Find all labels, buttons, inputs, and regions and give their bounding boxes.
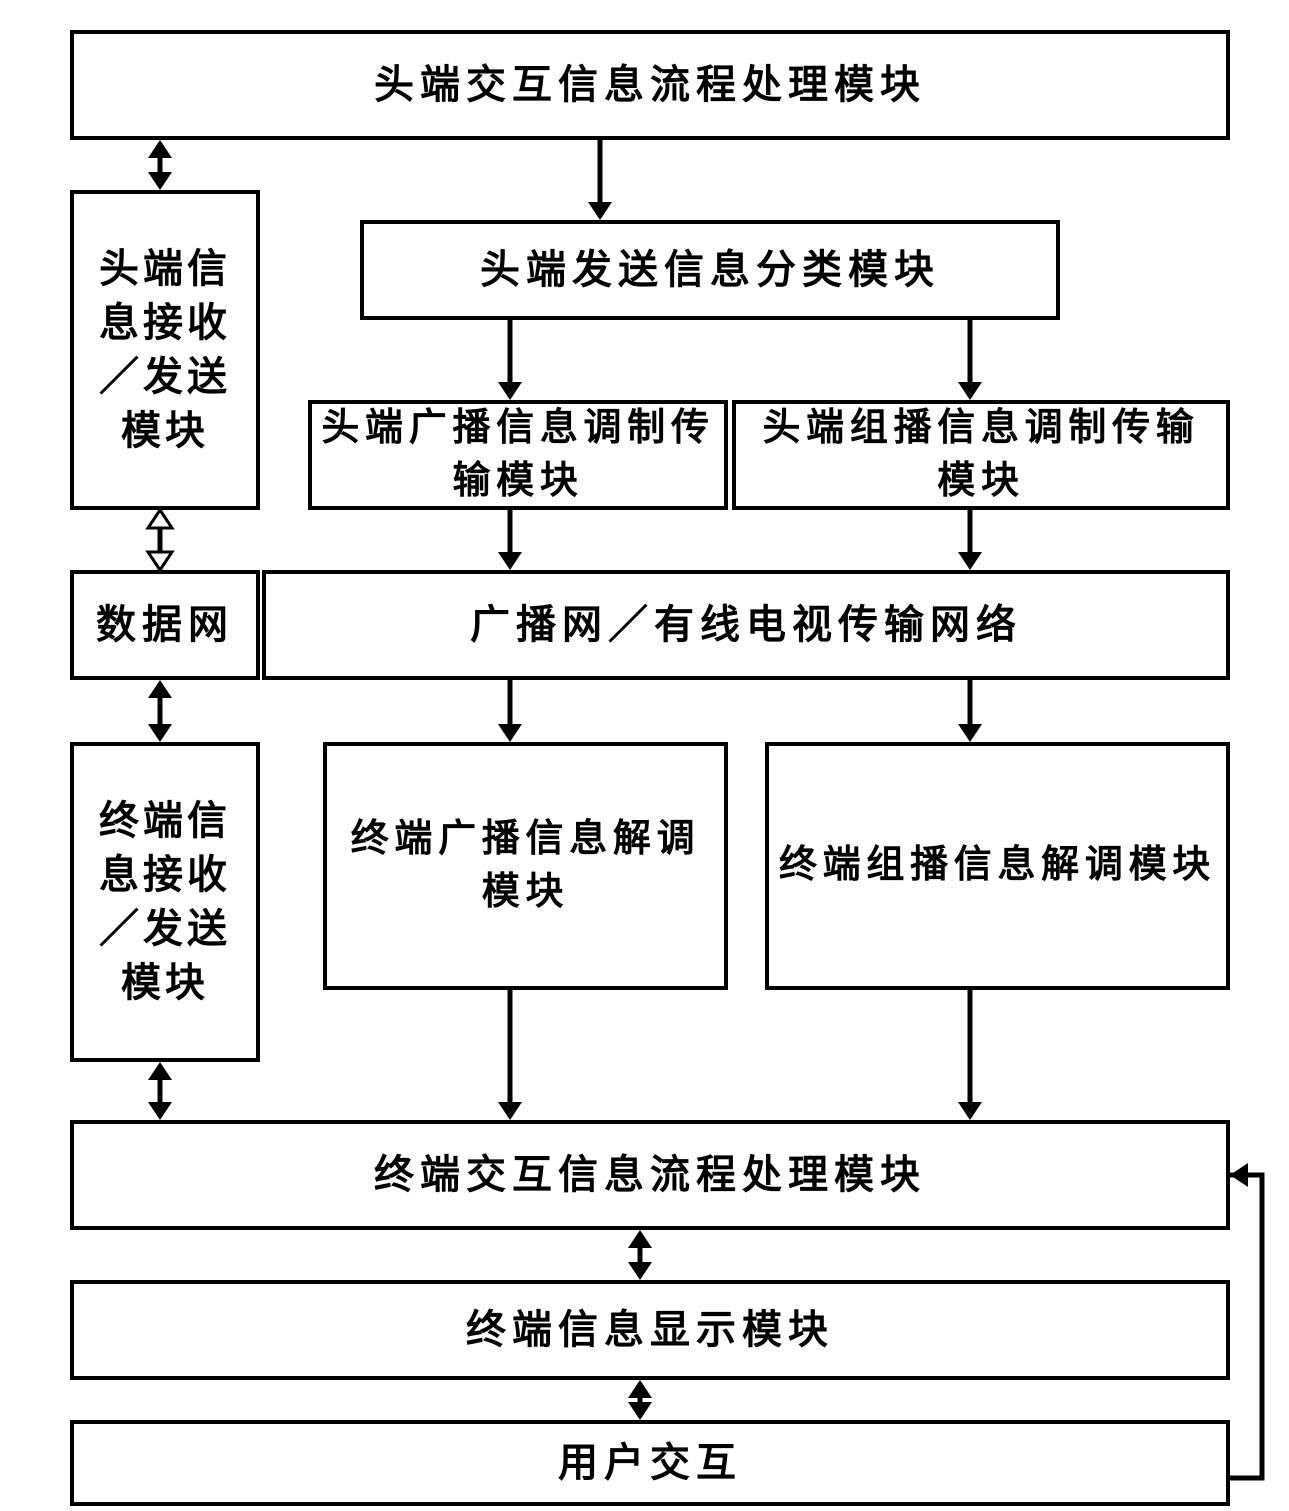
node-label: 用户交互	[558, 1435, 742, 1491]
node-n10: 终端交互信息流程处理模块	[70, 1120, 1230, 1230]
node-n11: 终端信息显示模块	[70, 1280, 1230, 1380]
node-n6b: 广播网／有线电视传输网络	[262, 570, 1230, 680]
node-n8: 终端广播信息解调模块	[323, 742, 728, 990]
node-label: 终端信息显示模块	[466, 1302, 834, 1358]
node-label: 终端广播信息解调模块	[335, 813, 716, 919]
flowchart-container: 头端交互信息流程处理模块头端信息接收／发送模块 头端发送信息分类模块头端广播信息调…	[0, 0, 1289, 1511]
node-label: 终端交互信息流程处理模块	[374, 1147, 926, 1203]
node-n2: 头端信息接收／发送模块	[70, 190, 260, 510]
node-label: 终端信息接收／发送模块	[82, 794, 248, 1010]
node-n7: 终端信息接收／发送模块	[70, 742, 260, 1062]
node-n12: 用户交互	[70, 1420, 1230, 1506]
node-n6a: 数据网	[70, 570, 260, 680]
node-label: 广播网／有线电视传输网络	[470, 597, 1022, 653]
node-label: 头端交互信息流程处理模块	[374, 57, 926, 113]
node-label: 数据网	[96, 597, 234, 653]
node-label: 头端广播信息调制传输模块	[320, 402, 716, 508]
node-label: 终端组播信息解调模块	[779, 839, 1216, 892]
node-label: 头端信息接收／发送模块	[82, 242, 248, 458]
node-n3: 头端发送信息分类模块	[360, 220, 1060, 320]
node-n9: 终端组播信息解调模块	[765, 742, 1230, 990]
node-n5: 头端组播信息调制传输模块	[732, 400, 1230, 510]
node-n1: 头端交互信息流程处理模块	[70, 30, 1230, 140]
node-n4: 头端广播信息调制传输模块	[308, 400, 728, 510]
node-label: 头端组播信息调制传输模块	[744, 402, 1218, 508]
node-label: 头端发送信息分类模块	[480, 242, 940, 298]
